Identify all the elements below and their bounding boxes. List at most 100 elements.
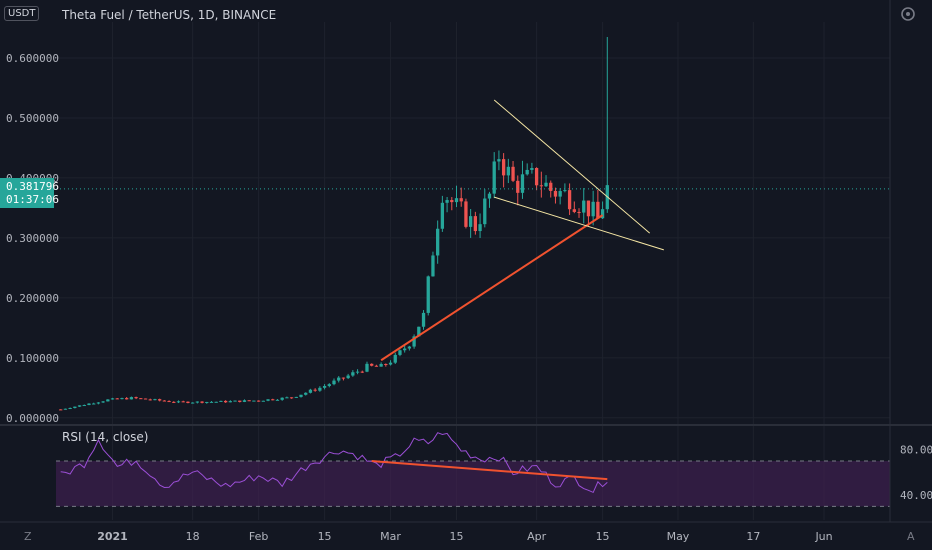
price-tick-label: 0.500000 xyxy=(6,112,59,125)
candle-body xyxy=(567,190,572,210)
candle-body xyxy=(167,401,171,403)
candle-body xyxy=(572,209,576,212)
candle-body xyxy=(101,401,105,403)
candle-body xyxy=(464,201,468,227)
candle-body xyxy=(398,350,402,355)
candle-body xyxy=(238,400,242,402)
time-tick-label: May xyxy=(667,530,690,543)
candle-body xyxy=(176,401,181,403)
candle-body xyxy=(299,394,303,397)
candle-body xyxy=(68,408,72,410)
candle-body xyxy=(308,389,313,393)
candle-body xyxy=(73,406,77,409)
candle-body xyxy=(501,159,506,176)
rsi-tick-label: 40.00 xyxy=(900,489,932,502)
price-tick-label: 0.100000 xyxy=(6,352,59,365)
candle-body xyxy=(511,166,515,181)
candle-body xyxy=(544,182,548,187)
candle-body xyxy=(59,409,63,411)
rsi-label: RSI (14, close) xyxy=(62,430,149,444)
candle-body xyxy=(346,375,350,379)
candle-body xyxy=(228,401,232,403)
time-tick-label: Jun xyxy=(814,530,832,543)
candle-body xyxy=(332,380,336,385)
candle-body xyxy=(393,354,397,363)
time-tick-label: Mar xyxy=(380,530,401,543)
time-tick-label: Apr xyxy=(527,530,547,543)
candle-body xyxy=(596,201,600,219)
price-tick-label: 0.300000 xyxy=(6,232,59,245)
rsi-trendline xyxy=(371,460,608,481)
auto-scale-button[interactable]: A xyxy=(907,530,915,543)
candle-body xyxy=(318,387,322,391)
candle-body xyxy=(63,408,68,410)
candle-body xyxy=(483,198,487,225)
trendline xyxy=(380,214,604,362)
rsi-tick-label: 80.00 xyxy=(900,444,932,457)
price-annotations xyxy=(380,99,664,362)
candle-body xyxy=(534,168,539,186)
zoom-button[interactable]: Z xyxy=(24,530,32,543)
time-tick-label: 18 xyxy=(186,530,200,543)
candle-body xyxy=(539,185,543,187)
trendline xyxy=(493,99,651,234)
candle-body xyxy=(247,400,251,402)
candle-body xyxy=(426,276,430,313)
candle-body xyxy=(148,399,152,401)
time-tick-label: 2021 xyxy=(97,530,128,543)
candle-body xyxy=(600,209,605,219)
candle-body xyxy=(407,346,412,349)
candle-body xyxy=(337,377,341,381)
gear-icon[interactable] xyxy=(898,4,918,24)
price-tick-label: 0.200000 xyxy=(6,292,59,305)
candle-body xyxy=(384,364,388,366)
candle-body xyxy=(549,182,553,191)
candle-body xyxy=(558,191,562,197)
candle-body xyxy=(351,372,355,376)
candle-body xyxy=(92,403,96,405)
candle-body xyxy=(200,401,204,403)
candle-body xyxy=(125,398,129,400)
symbol-title: Theta Fuel / TetherUS, 1D, BINANCE xyxy=(62,8,277,22)
current-price-countdown: 01:37:06 xyxy=(6,193,59,206)
candle-body xyxy=(115,398,119,400)
candle-body xyxy=(313,389,317,391)
candle-body xyxy=(530,168,534,170)
candle-body xyxy=(445,200,449,203)
candle-body xyxy=(487,193,492,199)
grid xyxy=(56,22,890,520)
candle-body xyxy=(365,363,369,372)
candle-body xyxy=(223,400,228,403)
candle-body xyxy=(431,255,435,277)
candle-body xyxy=(134,397,138,399)
candle-body xyxy=(322,385,327,388)
candle-body xyxy=(454,198,459,203)
candle-body xyxy=(304,392,308,395)
candle-body xyxy=(586,200,591,217)
candle-body xyxy=(294,396,298,398)
candle-body xyxy=(440,202,445,229)
candle-body xyxy=(379,364,383,367)
candle-body xyxy=(209,401,214,403)
candle-body xyxy=(96,402,101,404)
current-price-badge: 0.381796 01:37:06 xyxy=(0,178,59,208)
candle-body xyxy=(417,326,421,337)
current-price-value: 0.381796 xyxy=(6,180,59,193)
candle-body xyxy=(139,398,143,400)
time-tick-label: 17 xyxy=(746,530,760,543)
time-tick-label: 15 xyxy=(450,530,464,543)
candle-body xyxy=(563,190,567,192)
candle-body xyxy=(506,166,510,176)
time-tick-label: 15 xyxy=(596,530,610,543)
currency-badge[interactable]: USDT xyxy=(4,6,40,21)
candle-body xyxy=(468,216,473,227)
candle-body xyxy=(129,397,134,400)
candle-body xyxy=(412,336,416,347)
candle-body xyxy=(158,399,162,401)
candle-body xyxy=(106,399,110,402)
candle-body xyxy=(271,399,275,401)
candle-body xyxy=(153,399,157,401)
candle-body xyxy=(388,362,393,365)
candle-body xyxy=(327,384,331,386)
